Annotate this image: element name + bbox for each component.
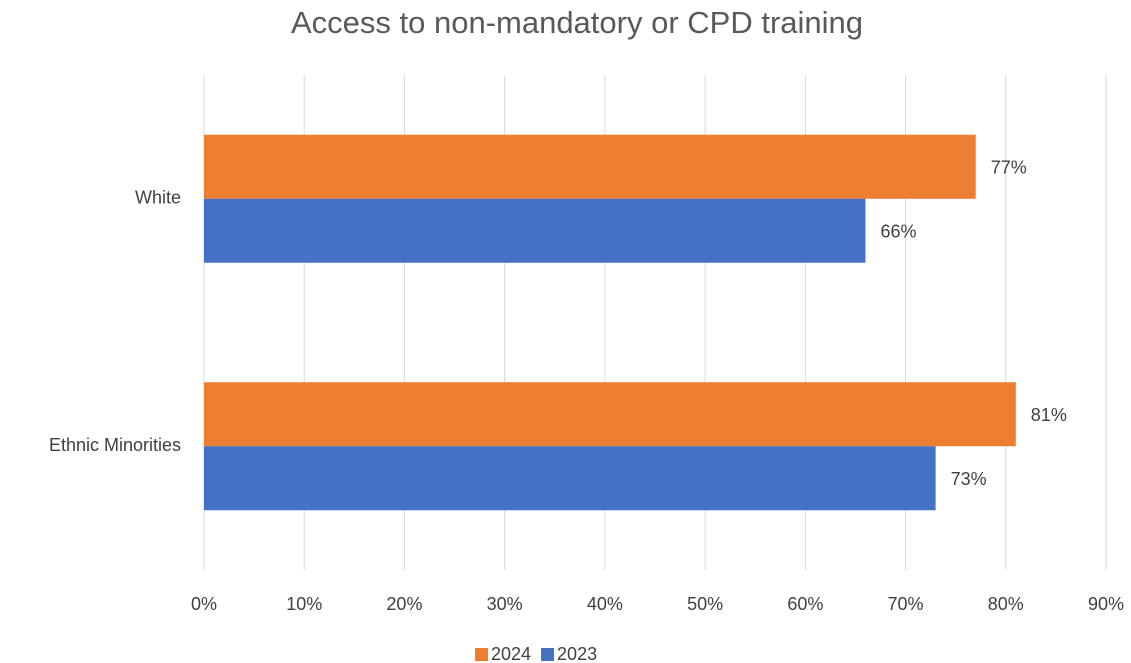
x-tick-label: 50% — [687, 594, 723, 614]
x-tick-label: 10% — [286, 594, 322, 614]
legend-swatch — [541, 648, 555, 661]
legend-swatch — [475, 648, 488, 661]
legend-label: 2023 — [557, 644, 597, 663]
x-tick-label: 0% — [191, 594, 217, 614]
x-tick-label: 60% — [787, 594, 823, 614]
bar — [204, 446, 936, 511]
data-label: 66% — [880, 222, 916, 242]
bar — [204, 382, 1016, 447]
data-label: 73% — [951, 469, 987, 489]
x-tick-label: 40% — [587, 594, 623, 614]
x-tick-label: 30% — [487, 594, 523, 614]
x-tick-label: 20% — [386, 594, 422, 614]
data-label: 81% — [1031, 405, 1067, 425]
x-tick-label: 80% — [988, 594, 1024, 614]
bar — [204, 134, 976, 199]
bar — [204, 198, 866, 263]
legend-label: 2024 — [491, 644, 531, 663]
chart-title: Access to non-mandatory or CPD training — [291, 5, 863, 40]
data-label: 77% — [991, 158, 1027, 178]
x-tick-label: 90% — [1088, 594, 1124, 614]
x-tick-label: 70% — [888, 594, 924, 614]
y-tick-label: Ethnic Minorities — [49, 435, 181, 455]
y-tick-label: White — [135, 188, 181, 208]
